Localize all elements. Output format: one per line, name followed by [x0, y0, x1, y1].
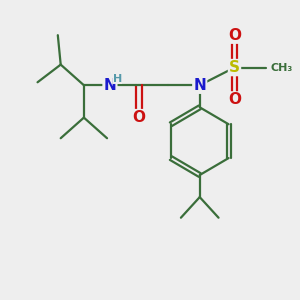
Text: O: O	[132, 110, 146, 125]
Text: N: N	[103, 78, 116, 93]
Text: H: H	[112, 74, 122, 84]
Text: N: N	[194, 78, 206, 93]
Text: CH₃: CH₃	[271, 63, 293, 73]
Text: O: O	[228, 92, 241, 107]
Text: S: S	[229, 60, 240, 75]
Text: O: O	[228, 28, 241, 43]
